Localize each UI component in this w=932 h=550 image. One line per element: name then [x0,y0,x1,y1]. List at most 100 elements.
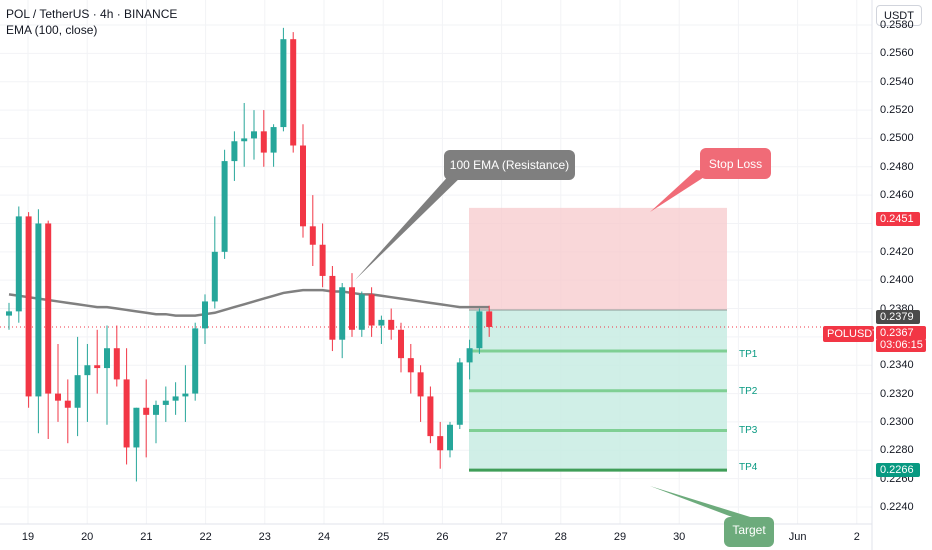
candle-body [241,138,248,142]
price-tick-label: 0.2560 [880,47,914,60]
candle-body [6,311,12,316]
last-price-tag: 0.2367 [876,326,926,340]
candle-body [339,287,346,340]
candle [6,302,12,330]
candle [260,110,267,167]
candle-body [221,161,228,252]
candle [349,273,355,337]
candle [55,343,61,422]
time-tick-label: 26 [436,531,449,543]
candle-body [143,407,150,415]
candle [123,348,130,465]
grid [0,0,872,524]
candle-body [270,127,277,153]
candle-body [456,362,463,425]
candle-body [45,223,52,394]
candle-body [172,396,179,401]
candle [153,400,159,444]
candle-body [398,329,404,359]
candle-body [84,365,91,376]
candle [133,407,140,482]
candle-body [417,372,424,397]
candle-body [280,39,287,128]
candle [456,358,463,430]
candle [427,386,434,444]
time-tick-label: 23 [258,531,271,543]
symbol-title[interactable]: POL / TetherUS · 4h · BINANCE [6,7,178,21]
stop-loss-zone [469,207,727,310]
candle [113,325,120,387]
candle [182,365,189,422]
price-tick-label: 0.2300 [880,415,914,428]
candle-body [358,294,365,330]
price-tick-label: 0.2580 [880,19,914,31]
candle [15,206,22,323]
candle-body [25,216,32,397]
candle [319,223,326,288]
candle-body [260,131,267,153]
time-tick-label: 2 [853,531,860,543]
callouts [355,170,760,520]
ema-polyline [8,288,490,317]
price-tick-label: 0.2340 [880,359,914,372]
time-tick-label: 30 [673,531,686,543]
candle [417,365,424,422]
candle [270,124,277,167]
stop-loss-callout[interactable]: Stop Loss [700,148,771,179]
tp4-label: TP4 [739,462,758,473]
price-tick-label: 0.2480 [880,160,914,173]
candle [476,308,483,354]
candle [64,379,71,444]
candle-body [192,328,199,394]
candle-body [476,311,483,349]
candle [25,212,32,408]
candle [74,336,81,437]
stop-price-tag: 0.2451 [876,212,920,226]
candle-body [64,400,71,408]
candle-body [368,294,375,326]
candle [192,322,199,401]
candle [300,124,306,238]
tp3-label: TP3 [739,425,758,436]
candle-body [74,375,81,408]
candle-body [35,223,42,397]
candle-body [123,379,130,448]
candle-body [378,319,385,326]
time-tick-label: Jun [788,531,807,543]
candle-body [202,301,208,329]
candle [309,195,316,266]
time-tick-label: 25 [377,531,390,543]
candle [290,32,297,153]
candle-body [15,216,22,312]
candle [329,266,336,352]
tp4-price-tag: 0.2266 [876,463,920,477]
candle [211,216,218,309]
target-callout[interactable]: Target [724,517,774,547]
candle [447,421,453,458]
candle-body [319,244,326,276]
candle [466,339,473,380]
price-tick-label: 0.2500 [880,132,914,145]
ema-callout[interactable]: 100 EMA (Resistance) [444,150,575,180]
countdown-tag: 03:06:15 [876,339,926,352]
position-tool[interactable] [0,207,872,472]
candle-body [290,39,297,146]
price-tick-label: 0.2400 [880,274,914,287]
candle [368,287,375,337]
price-tick-label: 0.2520 [880,104,914,117]
candle [94,329,101,394]
price-tick-label: 0.2540 [880,75,914,88]
candle-body [55,393,61,401]
currency-button[interactable]: USDT [876,5,922,26]
candle [388,308,395,340]
candle-body [211,251,218,302]
candle-body [486,311,493,327]
time-tick-label: 19 [21,531,35,543]
indicator-legend[interactable]: EMA (100, close) [6,23,98,37]
candle-body [349,287,355,330]
price-tick-label: 0.2240 [880,500,914,513]
price-tick-label: 0.2460 [880,189,914,202]
candle [358,291,365,337]
time-tick-label: 29 [613,531,627,543]
